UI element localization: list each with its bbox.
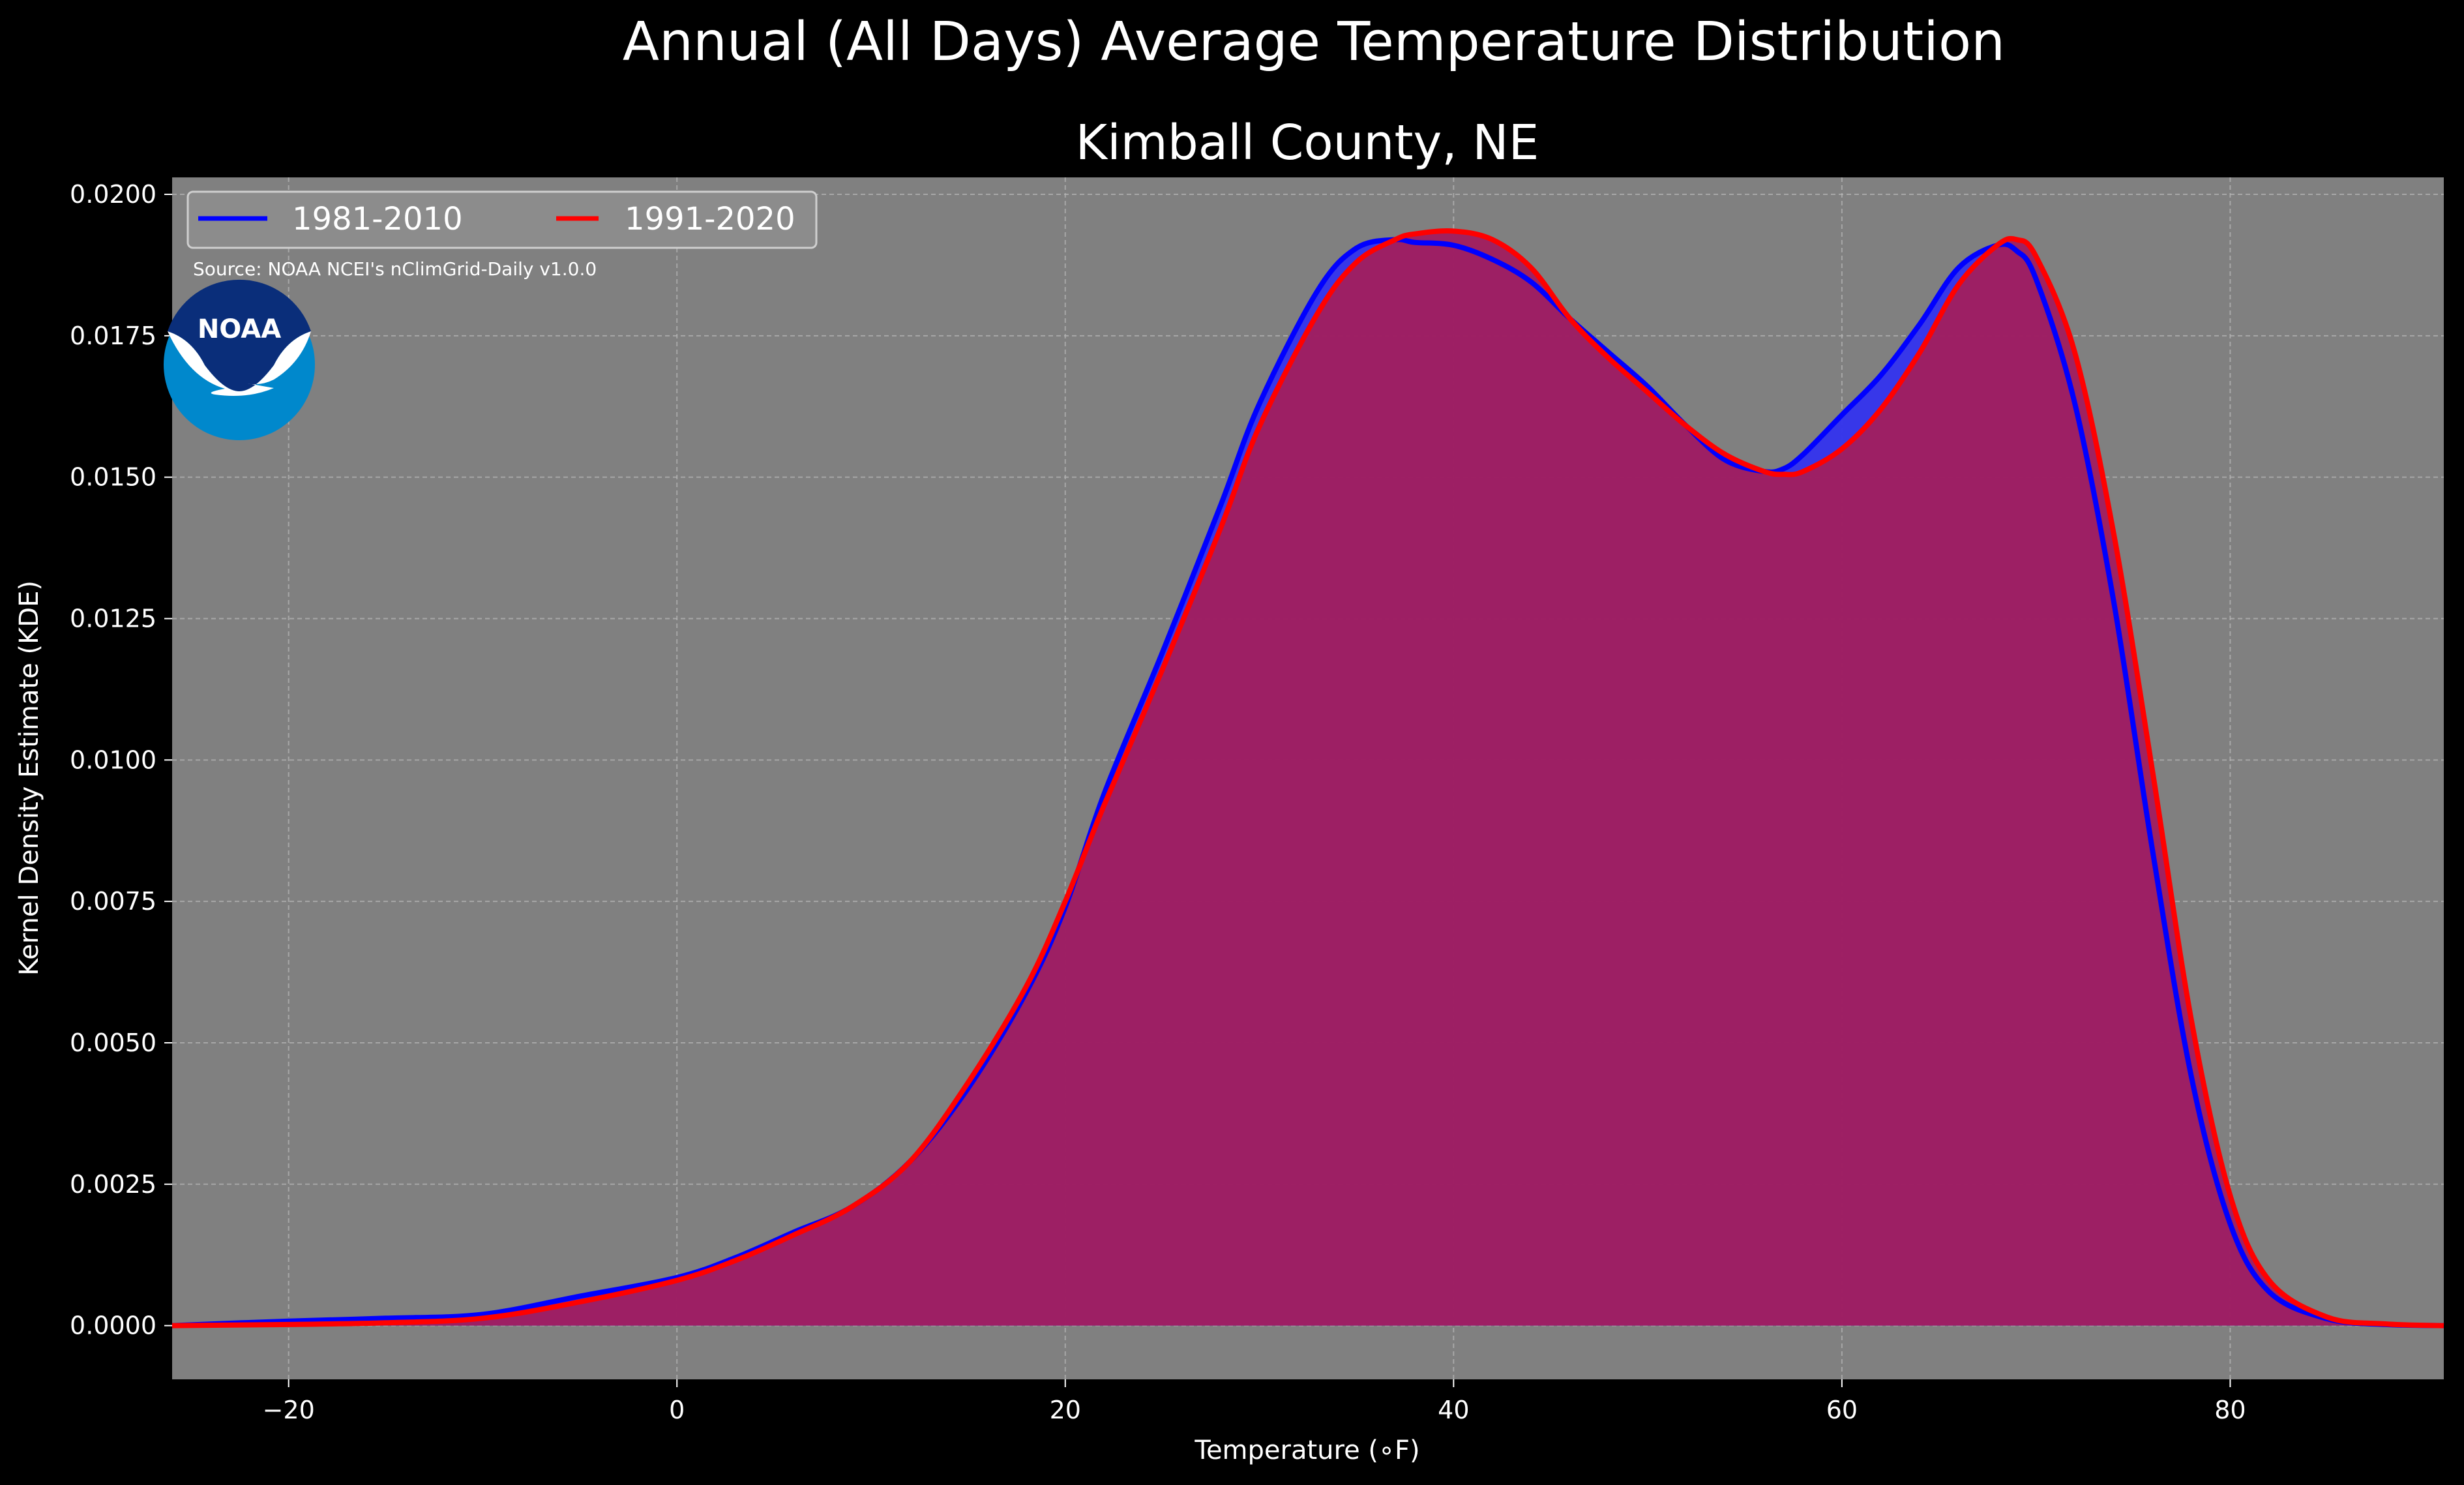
y-tick-label: 0.0075 xyxy=(70,887,156,916)
noaa-logo: NOAA xyxy=(164,279,315,440)
legend-box xyxy=(186,190,818,249)
y-tick-label: 0.0050 xyxy=(70,1028,156,1057)
y-tick-label: 0.0025 xyxy=(70,1170,156,1199)
series-fills xyxy=(172,231,2444,1326)
y-tick-label: 0.0000 xyxy=(70,1312,156,1340)
noaa-logo-top xyxy=(168,279,311,391)
legend-label-1981-2010: 1981-2010 xyxy=(292,201,463,237)
y-tick-label: 0.0200 xyxy=(70,180,156,209)
y-tick-label: 0.0100 xyxy=(70,745,156,774)
x-tick-label: 20 xyxy=(1050,1396,1081,1424)
y-axis-label: Kernel Density Estimate (KDE) xyxy=(14,580,44,976)
axis-ticks: −20 0 20 40 60 80 0.0000 0.0025 0.0050 0.0075 0.01… xyxy=(70,180,2246,1424)
x-tick-label: 60 xyxy=(1826,1396,1858,1424)
x-tick-label: 0 xyxy=(669,1396,685,1424)
legend-label-1991-2020: 1991-2020 xyxy=(625,201,795,237)
x-tick-label: 80 xyxy=(2214,1396,2246,1424)
x-tick-label: −20 xyxy=(263,1396,315,1424)
chart-title: Kimball County, NE xyxy=(1076,115,1539,171)
chart-suptitle: Annual (All Days) Average Temperature Di… xyxy=(623,11,2005,73)
noaa-logo-text: NOAA xyxy=(198,314,281,344)
x-tick-label: 40 xyxy=(1438,1396,1469,1424)
series-1991-2020-line xyxy=(171,228,2444,1328)
source-annotation: Source: NOAA NCEI's nClimGrid-Daily v1.0… xyxy=(193,258,597,280)
legend: 1981-2010 1991-2020 xyxy=(186,190,818,249)
y-tick-label: 0.0175 xyxy=(70,322,156,350)
y-tick-label: 0.0150 xyxy=(70,463,156,492)
series-1991-2020-area xyxy=(172,231,2444,1326)
y-tick-label: 0.0125 xyxy=(70,604,156,633)
noaa-logo-bird xyxy=(168,331,311,397)
x-axis-label: Temperature (∘F) xyxy=(1194,1435,1419,1465)
series-lines xyxy=(171,228,2444,1328)
